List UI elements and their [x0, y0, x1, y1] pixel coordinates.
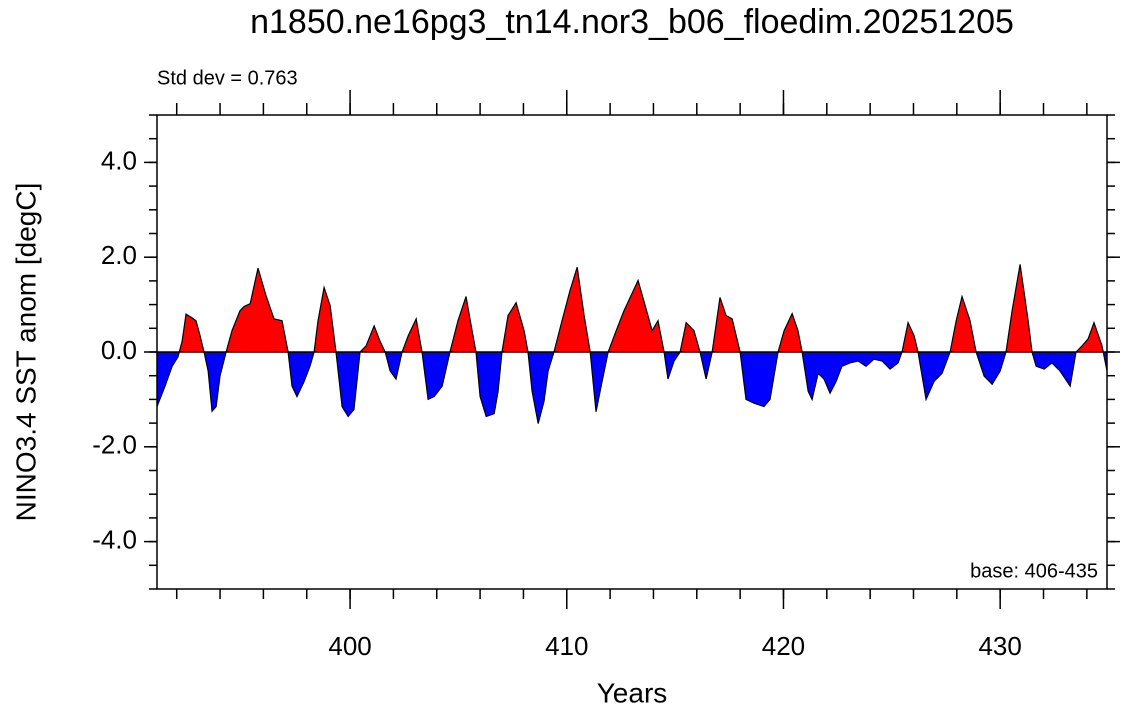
base-label: base: 406-435 — [970, 560, 1098, 582]
x-tick-label: 410 — [545, 631, 588, 661]
y-tick-label: 0.0 — [101, 335, 137, 365]
y-tick-label: 2.0 — [101, 240, 137, 270]
area-below — [157, 352, 1107, 424]
x-tick-label: 420 — [762, 631, 805, 661]
y-tick-label: -4.0 — [92, 524, 137, 554]
x-tick-label: 400 — [328, 631, 371, 661]
chart-title: n1850.ne16pg3_tn14.nor3_b06_floedim.2025… — [250, 3, 1014, 41]
std-dev-label: Std dev = 0.763 — [157, 67, 298, 89]
x-tick-label: 430 — [978, 631, 1021, 661]
series-line — [156, 264, 1108, 424]
y-tick-label: -2.0 — [92, 430, 137, 460]
y-tick-label: 4.0 — [101, 145, 137, 175]
x-axis-label: Years — [597, 677, 668, 708]
y-axis-label: NINO3.4 SST anom [degC] — [10, 183, 41, 522]
area-above — [157, 264, 1107, 352]
